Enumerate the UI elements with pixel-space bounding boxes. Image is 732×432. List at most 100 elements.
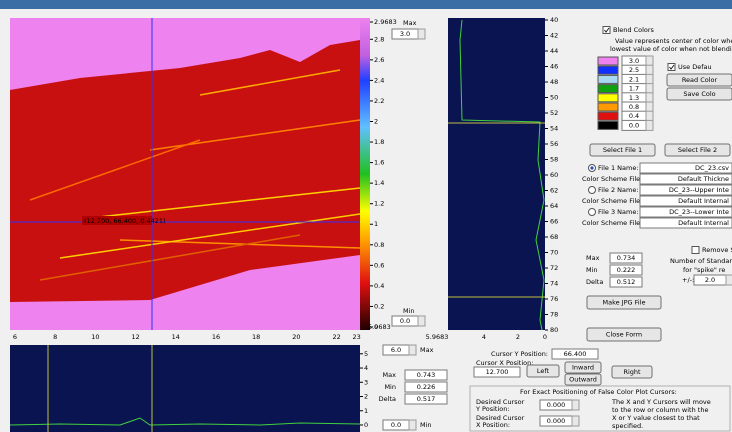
right-x-tick-label: 4: [482, 333, 486, 341]
min-label: Min: [403, 307, 415, 315]
file-name-box-text: DC_23.csv: [695, 164, 729, 172]
exact-y-label: Y Position:: [475, 405, 510, 413]
stat-label: Max: [383, 371, 397, 379]
scheme-label: Color Scheme File:: [582, 175, 642, 183]
color-swatch[interactable]: [598, 94, 618, 102]
colorbar-tick-label: 1.2: [374, 200, 384, 208]
save-colors-button-label: Save Colo: [683, 90, 715, 98]
color-swatch[interactable]: [598, 112, 618, 120]
spin-button[interactable]: [572, 400, 579, 410]
make-jpg-button-label: Make JPG File: [602, 299, 645, 307]
right-x-tick-label: 0: [543, 333, 547, 341]
spin-button[interactable]: [646, 93, 653, 103]
right-y-tick-label: 42: [550, 32, 558, 40]
color-note: lowest value of color when not blendin: [610, 45, 732, 53]
right-y-tick-label: 60: [550, 171, 558, 179]
stat-box-text: 0.734: [617, 254, 636, 262]
spin-button[interactable]: [646, 120, 653, 130]
stat-label: Min: [384, 383, 396, 391]
bottom-y-tick-label: 5: [364, 350, 368, 358]
color-swatch[interactable]: [598, 57, 618, 65]
right-x-tick-label: 2: [516, 333, 520, 341]
spin-button[interactable]: [409, 345, 416, 355]
bottom-max-label: Max: [420, 346, 434, 354]
spin-button[interactable]: [646, 56, 653, 66]
colorbar-tick-label: 2: [374, 117, 378, 125]
x-tick-label: 16: [212, 333, 220, 341]
file-name-label: File 2 Name:: [598, 186, 639, 194]
right-y-tick-label: 80: [550, 326, 558, 334]
color-swatch[interactable]: [598, 66, 618, 74]
exact-x-label: X Position:: [476, 421, 510, 429]
colorbar-tick-label: 0.8: [374, 241, 384, 249]
max-label: Max: [403, 19, 417, 27]
cursor-x-label: Cursor X Position:: [476, 359, 533, 367]
file-radio[interactable]: [589, 187, 596, 194]
color-swatch[interactable]: [598, 121, 618, 129]
title-bar: [0, 0, 732, 9]
stat-box-text: 0.222: [617, 266, 636, 274]
spin-button[interactable]: [409, 420, 416, 430]
right-y-tick-label: 56: [550, 140, 558, 148]
stat-label: Max: [586, 254, 600, 262]
select-file-1-button-label: Select File 1: [603, 146, 642, 154]
right-y-tick-label: 58: [550, 156, 558, 164]
bottom-y-tick-label: 1: [364, 407, 368, 415]
color-swatch[interactable]: [598, 103, 618, 111]
right-x-tick-label: 5.9683: [426, 333, 449, 341]
spin-button[interactable]: [646, 74, 653, 84]
spin-button[interactable]: [418, 316, 425, 326]
spin-button[interactable]: [646, 111, 653, 121]
use-default-checkbox[interactable]: [668, 64, 675, 71]
right-y-tick-label: 50: [550, 94, 558, 102]
stat-box-text: 0.226: [417, 383, 436, 391]
level-spinner-text: 2.1: [629, 75, 639, 83]
level-spinner-text: 0.8: [629, 103, 639, 111]
max-spinner-text: 3.0: [400, 30, 410, 38]
color-swatch[interactable]: [598, 75, 618, 83]
exact-note: specified.: [612, 422, 643, 430]
right-y-tick-label: 44: [550, 47, 558, 55]
colorbar-tick-label: 1.8: [374, 138, 384, 146]
select-file-2-button-label: Select File 2: [678, 146, 717, 154]
blend-checkbox[interactable]: [603, 27, 610, 34]
cursor-y-box-text: 66.400: [564, 350, 587, 358]
spin-button[interactable]: [646, 102, 653, 112]
close-form-button-label: Close Form: [606, 331, 642, 339]
spin-button[interactable]: [646, 65, 653, 75]
x-tick-label: 8: [53, 333, 57, 341]
spike-spinner-text: 2.0: [705, 276, 715, 284]
spin-button[interactable]: [646, 84, 653, 94]
colorbar-tick-label: 1.6: [374, 159, 384, 167]
level-spinner-text: 0.4: [629, 112, 639, 120]
colorbar-tick-label: 0.6: [374, 261, 384, 269]
remove-spike-label: Remove S: [702, 246, 732, 254]
file-radio[interactable]: [589, 209, 596, 216]
right-y-tick-label: 74: [550, 280, 558, 288]
spin-button[interactable]: [572, 416, 579, 426]
bottom-y-tick-label: 3: [364, 378, 368, 386]
bottom-y-tick-label: 5.9683: [368, 323, 391, 331]
stat-label: Delta: [379, 395, 396, 403]
right-y-tick-label: 54: [550, 125, 558, 133]
level-spinner-text: 1.7: [629, 85, 639, 93]
colorbar-tick-label: 2.4: [374, 76, 384, 84]
exact-title: For Exact Positioning of False Color Plo…: [520, 388, 677, 396]
right-y-tick-label: 68: [550, 233, 558, 241]
colorbar-tick-label: 2.9683: [374, 18, 397, 26]
spin-button[interactable]: [418, 29, 425, 39]
bottom-y-tick-label: 0: [364, 421, 368, 429]
x-tick-label: 14: [172, 333, 180, 341]
right-y-tick-label: 46: [550, 63, 558, 71]
colorbar-tick-label: 0.4: [374, 282, 384, 290]
color-swatch[interactable]: [598, 85, 618, 93]
stat-box-text: 0.743: [417, 371, 436, 379]
x-tick-label: 23: [353, 333, 361, 341]
cursor-y-label: Cursor Y Position:: [491, 350, 548, 358]
remove-spike-checkbox[interactable]: [692, 247, 699, 254]
level-spinner-text: 1.3: [629, 94, 639, 102]
scheme-label: Color Scheme File:: [582, 197, 642, 205]
right-y-tick-label: 48: [550, 78, 558, 86]
colorbar-tick-label: 0.2: [374, 302, 384, 310]
spin-button[interactable]: [726, 275, 732, 285]
